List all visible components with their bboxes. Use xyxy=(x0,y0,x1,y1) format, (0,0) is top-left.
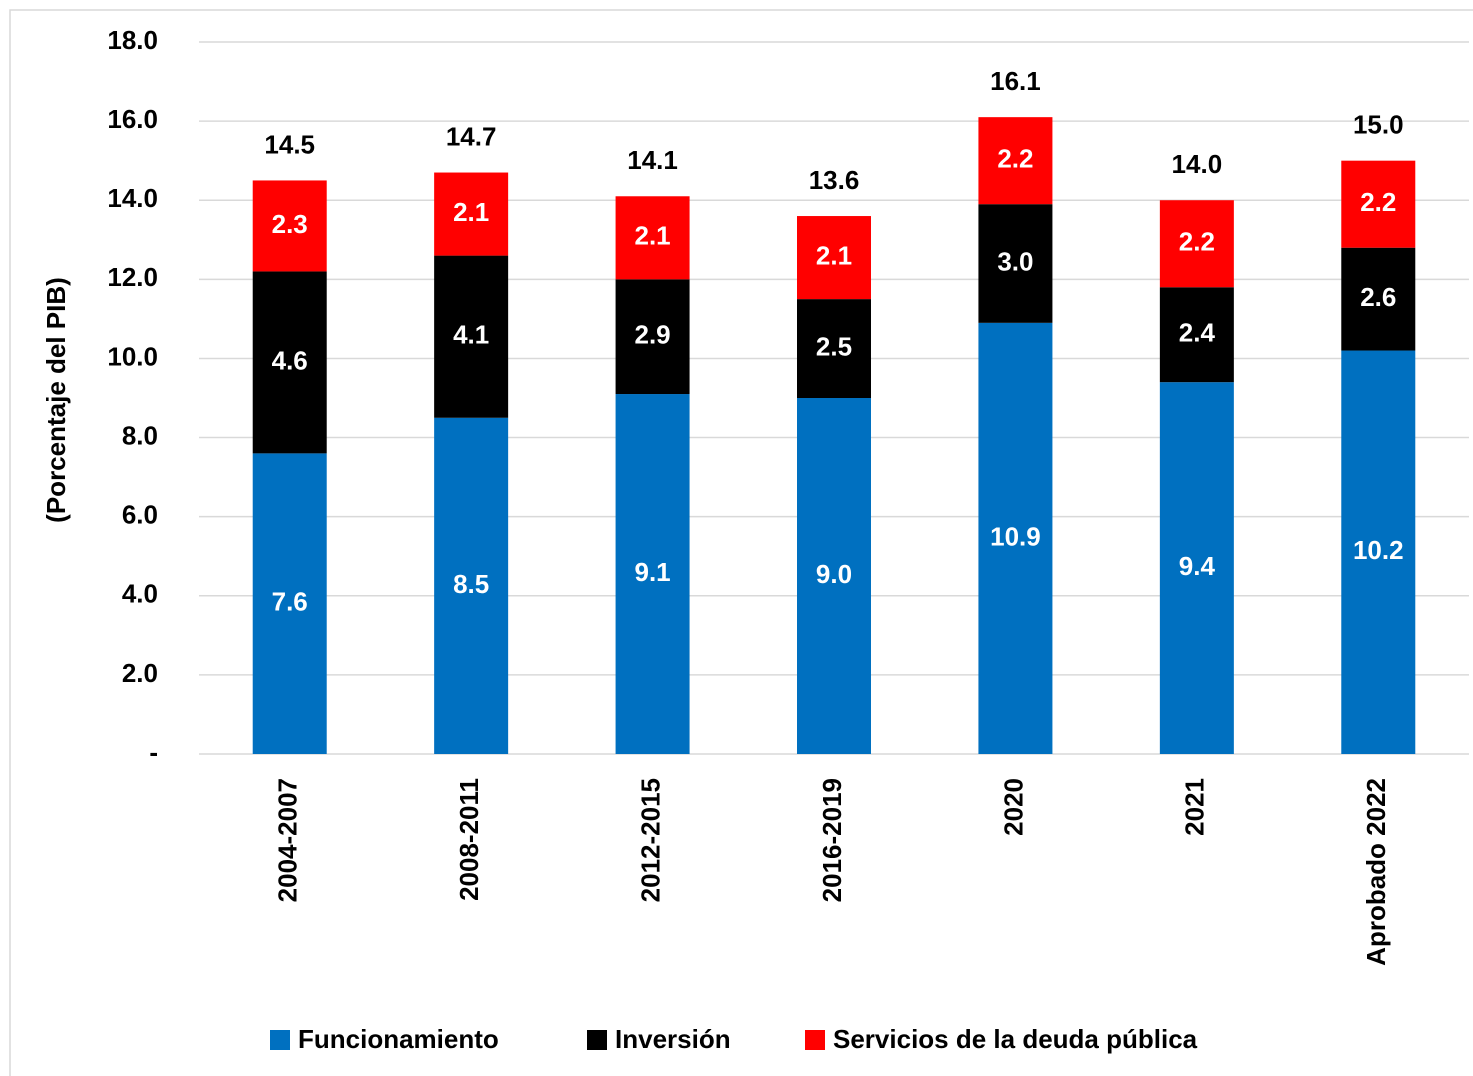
value-label: 2.1 xyxy=(453,197,489,227)
total-label: 14.7 xyxy=(446,121,497,151)
y-tick-label: 2.0 xyxy=(122,658,158,688)
legend-label: Servicios de la deuda pública xyxy=(833,1024,1198,1054)
value-label: 2.9 xyxy=(634,320,670,350)
bar-segment xyxy=(978,322,1053,754)
value-label: 2.2 xyxy=(1179,227,1215,257)
value-label: 9.1 xyxy=(634,557,670,587)
value-label: 4.6 xyxy=(272,345,308,375)
value-label: 3.0 xyxy=(997,246,1033,276)
value-label: 2.5 xyxy=(816,331,852,361)
total-label: 14.5 xyxy=(264,129,315,159)
value-label: 2.6 xyxy=(1360,282,1396,312)
y-axis-label: (Porcentaje del PIB) xyxy=(41,277,71,523)
x-tick-label: 2012-2015 xyxy=(635,778,665,902)
legend-label: Inversión xyxy=(615,1024,731,1054)
y-tick-label: 12.0 xyxy=(107,262,158,292)
value-label: 2.3 xyxy=(272,209,308,239)
bar-segment xyxy=(1341,350,1416,754)
bar-segment xyxy=(1341,160,1416,248)
bar-segment xyxy=(978,204,1053,323)
value-label: 2.2 xyxy=(1360,187,1396,217)
value-label: 2.4 xyxy=(1179,318,1216,348)
y-tick-label: - xyxy=(149,737,158,767)
y-tick-label: 8.0 xyxy=(122,420,158,450)
x-tick-label: 2004-2007 xyxy=(273,778,303,902)
value-label: 2.1 xyxy=(634,221,670,251)
bar-segment xyxy=(434,417,509,754)
value-label: 2.1 xyxy=(816,240,852,270)
value-label: 7.6 xyxy=(272,587,308,617)
legend-label: Funcionamiento xyxy=(298,1024,499,1054)
value-label: 2.2 xyxy=(997,144,1033,174)
bar-segment xyxy=(1159,382,1234,754)
value-label: 10.2 xyxy=(1353,535,1404,565)
y-tick-label: 16.0 xyxy=(107,104,158,134)
legend-swatch xyxy=(587,1030,607,1050)
legend-swatch xyxy=(270,1030,290,1050)
bar-segment xyxy=(978,117,1053,205)
total-label: 16.1 xyxy=(990,66,1041,96)
total-label: 14.0 xyxy=(1172,149,1223,179)
bar-segment xyxy=(615,279,690,395)
bar-segment xyxy=(252,180,327,272)
bar-segment xyxy=(1341,247,1416,351)
total-label: 15.0 xyxy=(1353,110,1404,140)
legend-swatch xyxy=(805,1030,825,1050)
y-tick-label: 4.0 xyxy=(122,579,158,609)
bar-segment xyxy=(252,271,327,454)
value-label: 8.5 xyxy=(453,569,489,599)
bar-segment xyxy=(252,453,327,754)
x-tick-label: Aprobado 2022 xyxy=(1361,778,1391,966)
value-label: 4.1 xyxy=(453,320,489,350)
total-label: 13.6 xyxy=(809,165,860,195)
x-tick-label: 2020 xyxy=(998,778,1028,836)
y-tick-label: 6.0 xyxy=(122,500,158,530)
chart-frame xyxy=(9,9,1473,1076)
bar-segment xyxy=(434,255,509,418)
bar-segment xyxy=(615,196,690,280)
x-tick-label: 2016-2019 xyxy=(817,778,847,902)
value-label: 9.0 xyxy=(816,559,852,589)
bar-segment xyxy=(797,299,871,398)
x-tick-label: 2021 xyxy=(1180,778,1210,836)
y-tick-label: 18.0 xyxy=(107,25,158,55)
bar-segment xyxy=(797,398,871,754)
y-tick-label: 10.0 xyxy=(107,341,158,371)
x-tick-label: 2008-2011 xyxy=(454,778,484,901)
value-label: 9.4 xyxy=(1179,551,1216,581)
bar-segment xyxy=(615,394,690,754)
total-label: 14.1 xyxy=(627,145,678,175)
bar-segment xyxy=(1159,287,1234,383)
bar-segment xyxy=(434,172,509,256)
y-tick-label: 14.0 xyxy=(107,183,158,213)
bar-segment xyxy=(797,216,871,300)
value-label: 10.9 xyxy=(990,521,1041,551)
bar-segment xyxy=(1159,200,1234,288)
